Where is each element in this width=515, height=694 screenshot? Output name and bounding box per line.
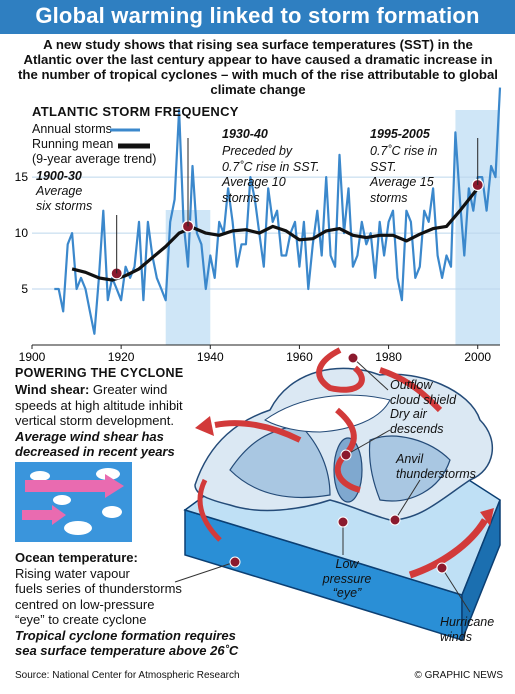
hurricane-arrowhead xyxy=(480,508,494,526)
marker-eye xyxy=(337,516,349,528)
leader-hurricane xyxy=(441,567,471,613)
inset-cloud-1 xyxy=(30,471,50,481)
x-tick-label-1980: 1980 xyxy=(375,350,402,364)
marker-anvil xyxy=(389,514,401,526)
annotation-1995-text: 0.7˚C rise in SST. Average 15 storms xyxy=(370,144,438,205)
label-hurricane: Hurricane winds xyxy=(440,615,495,644)
title-banner xyxy=(0,0,515,34)
cloud-wall-right xyxy=(368,435,451,502)
x-tick-label-1940: 1940 xyxy=(197,350,224,364)
powering-heading: POWERING THE CYCLONE xyxy=(15,366,184,380)
moisture-arrow xyxy=(197,478,222,542)
source-note: Source: National Center for Atmospheric … xyxy=(15,670,240,681)
cloud-wall-left xyxy=(229,424,331,499)
ocean-end xyxy=(461,499,501,641)
inflow-arrow-left xyxy=(214,420,302,443)
ocean-temperature-block: Ocean temperature: Rising water vapour f… xyxy=(15,550,239,658)
inset-cloud-3 xyxy=(53,495,71,505)
inflow-arrowhead-left xyxy=(195,416,214,436)
wind-shear-block: Wind shear: Greater wind speeds at high … xyxy=(15,382,183,459)
marker-outflow xyxy=(347,352,359,364)
inset-wind-arrowhead-2 xyxy=(52,505,66,525)
x-tick-label-1920: 1920 xyxy=(108,350,135,364)
annotation-1930-text: Preceded by 0.7˚C rise in SST. Average 10 s… xyxy=(222,144,320,205)
label-outflow: Outflow cloud shield Dry air descends xyxy=(390,378,457,436)
inset-wind-arrow-1 xyxy=(25,480,105,492)
label-eye: Low pressure “eye” xyxy=(322,557,372,600)
annotation-1900-heading: 1900-30 xyxy=(36,169,82,183)
y-tick-label-15: 15 xyxy=(15,170,29,184)
x-tick-label-1900: 1900 xyxy=(19,350,46,364)
annotation-1930-heading: 1930-40 xyxy=(222,127,268,141)
label-anvil: Anvil thunderstorms xyxy=(396,452,476,481)
inflow-arrow-right xyxy=(379,367,443,413)
leader-ocean xyxy=(174,561,236,583)
inset-cloud-4 xyxy=(102,506,122,518)
marker-dry-air xyxy=(340,449,352,461)
leader-dry-air xyxy=(345,429,391,456)
annotation-1995-heading: 1995-2005 xyxy=(370,127,430,141)
outflow-shield xyxy=(264,394,391,433)
annotation-1900-text: Average six storms xyxy=(36,184,93,213)
chart-title: ATLANTIC STORM FREQUENCY xyxy=(32,104,239,119)
leader-outflow xyxy=(352,357,389,391)
legend-annual: Annual storms xyxy=(32,122,112,136)
marker-ocean xyxy=(229,556,241,568)
inset-wind-arrow-2 xyxy=(22,510,52,520)
y-tick-label-10: 10 xyxy=(15,226,29,240)
marker-hurricane xyxy=(436,562,448,574)
x-tick-label-1960: 1960 xyxy=(286,350,313,364)
inset-cloud-2 xyxy=(96,468,120,480)
legend-mean: Running mean xyxy=(32,137,114,151)
inset-wind-arrowhead-1 xyxy=(105,474,124,498)
x-tick-label-2000: 2000 xyxy=(464,350,491,364)
outflow-arrow xyxy=(316,347,365,393)
y-tick-label-5: 5 xyxy=(21,282,28,296)
series-running-mean xyxy=(71,181,484,282)
hurricane-wind-arrow xyxy=(408,518,489,579)
legend-mean-note: (9-year average trend) xyxy=(32,152,157,166)
leader-anvil xyxy=(394,479,421,521)
credit: © GRAPHIC NEWS xyxy=(414,670,504,681)
page-title: Global warming linked to storm formation xyxy=(35,3,480,28)
inset-cloud-5 xyxy=(64,521,92,535)
intro-text: A new study shows that rising sea surfac… xyxy=(18,37,498,97)
